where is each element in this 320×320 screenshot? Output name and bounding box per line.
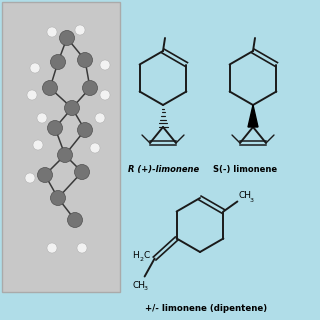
Circle shape bbox=[65, 100, 79, 116]
Circle shape bbox=[77, 243, 87, 253]
Circle shape bbox=[68, 212, 83, 228]
Circle shape bbox=[47, 27, 57, 37]
Circle shape bbox=[37, 167, 52, 182]
Text: C: C bbox=[144, 251, 150, 260]
Circle shape bbox=[60, 30, 75, 45]
Circle shape bbox=[27, 90, 37, 100]
Circle shape bbox=[100, 90, 110, 100]
Circle shape bbox=[51, 54, 66, 69]
Text: +/- limonene (dipentene): +/- limonene (dipentene) bbox=[145, 304, 267, 313]
Text: CH: CH bbox=[238, 190, 252, 199]
Circle shape bbox=[75, 164, 90, 180]
Circle shape bbox=[95, 113, 105, 123]
Circle shape bbox=[83, 81, 98, 95]
Circle shape bbox=[25, 173, 35, 183]
Circle shape bbox=[47, 121, 62, 135]
Circle shape bbox=[47, 243, 57, 253]
Circle shape bbox=[75, 25, 85, 35]
Circle shape bbox=[77, 123, 92, 138]
Circle shape bbox=[90, 143, 100, 153]
Text: R (+)-limonene: R (+)-limonene bbox=[128, 165, 199, 174]
Circle shape bbox=[100, 60, 110, 70]
Bar bbox=[2, 2, 120, 292]
Text: CH: CH bbox=[132, 282, 146, 291]
Text: 3: 3 bbox=[249, 197, 253, 203]
Circle shape bbox=[77, 52, 92, 68]
Circle shape bbox=[33, 140, 43, 150]
Circle shape bbox=[43, 81, 58, 95]
Text: 3: 3 bbox=[144, 285, 148, 291]
Text: S(-) limonene: S(-) limonene bbox=[213, 165, 277, 174]
Polygon shape bbox=[248, 105, 258, 127]
Circle shape bbox=[51, 190, 66, 205]
Circle shape bbox=[30, 63, 40, 73]
Text: H: H bbox=[132, 251, 140, 260]
Text: 2: 2 bbox=[140, 257, 144, 262]
Circle shape bbox=[37, 113, 47, 123]
Circle shape bbox=[58, 148, 73, 163]
